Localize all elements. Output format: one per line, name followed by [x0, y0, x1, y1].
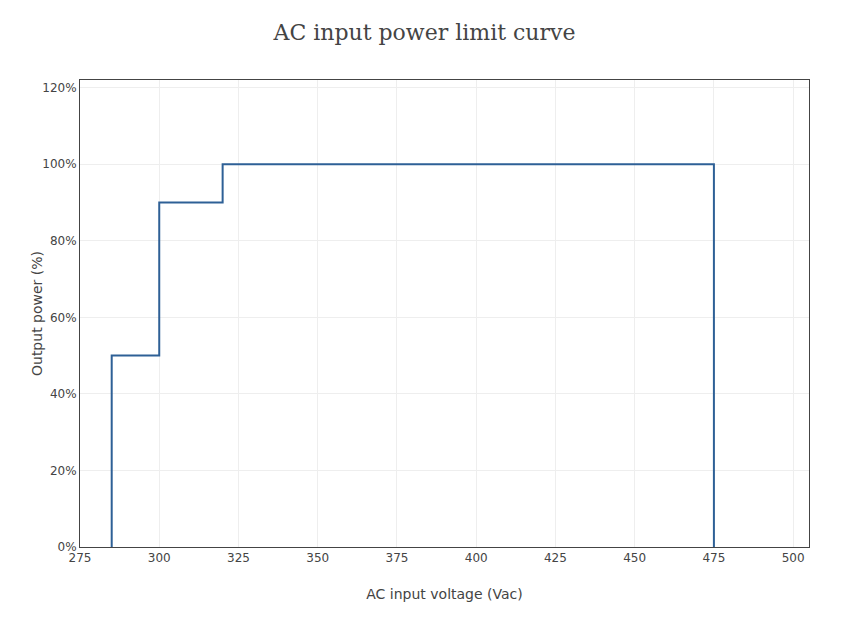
svg-text:100%: 100%	[42, 157, 76, 171]
svg-text:300: 300	[148, 551, 171, 565]
svg-text:325: 325	[227, 551, 250, 565]
svg-text:400: 400	[465, 551, 488, 565]
svg-text:AC input power limit curve: AC input power limit curve	[273, 20, 576, 45]
svg-text:40%: 40%	[50, 387, 77, 401]
svg-text:350: 350	[306, 551, 329, 565]
svg-text:80%: 80%	[50, 234, 77, 248]
svg-text:0%: 0%	[58, 540, 77, 554]
svg-text:375: 375	[386, 551, 409, 565]
svg-text:450: 450	[623, 551, 646, 565]
svg-text:475: 475	[702, 551, 725, 565]
svg-text:500: 500	[782, 551, 805, 565]
svg-text:275: 275	[69, 551, 92, 565]
svg-text:60%: 60%	[50, 311, 77, 325]
svg-text:425: 425	[544, 551, 567, 565]
svg-text:120%: 120%	[42, 81, 76, 95]
svg-text:20%: 20%	[50, 464, 77, 478]
svg-text:AC input voltage (Vac): AC input voltage (Vac)	[366, 586, 522, 602]
svg-text:Output power (%): Output power (%)	[29, 251, 45, 376]
